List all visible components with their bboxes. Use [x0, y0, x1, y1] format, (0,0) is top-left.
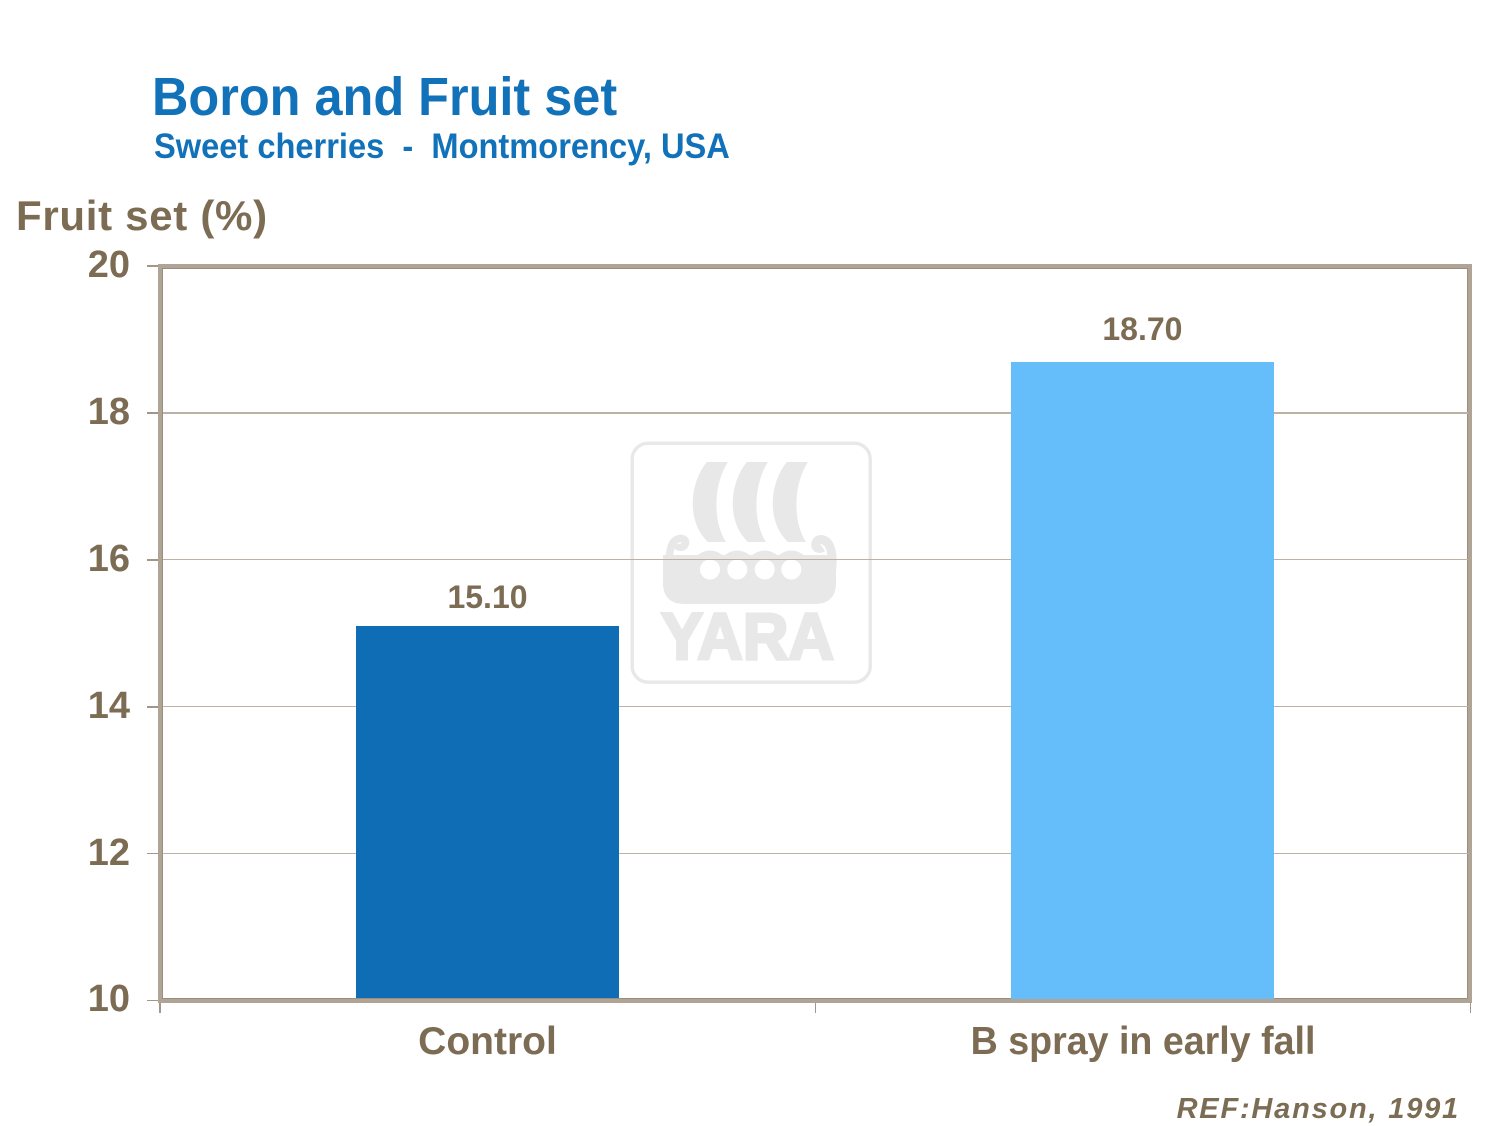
svg-text:YARA: YARA — [661, 599, 834, 673]
